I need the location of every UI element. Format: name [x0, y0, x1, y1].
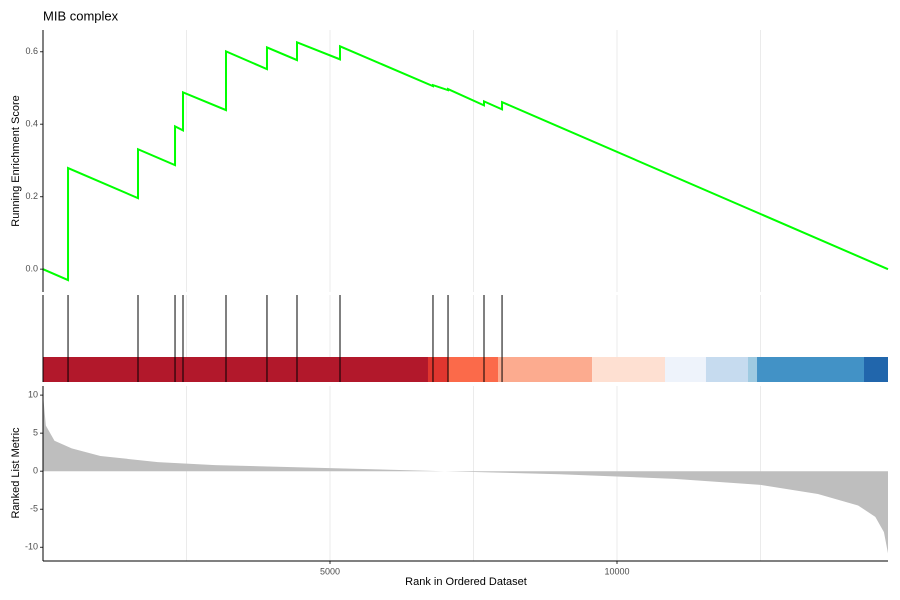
- y-tick-label: 0.4: [25, 119, 38, 129]
- rank-band: [757, 357, 865, 382]
- x-tick-label: 5000: [320, 566, 340, 576]
- chart-title: MIB complex: [43, 8, 119, 23]
- y-tick-label: 0.6: [25, 46, 38, 56]
- y-axis-label: Running Enrichment Score: [10, 95, 22, 226]
- rank-band: [747, 357, 758, 382]
- y-tick-label: 0.0: [25, 264, 38, 274]
- rank-band: [43, 357, 428, 382]
- y-tick-label: -5: [30, 504, 38, 514]
- metric-area: [43, 395, 888, 554]
- x-tick-label: 10000: [604, 566, 629, 576]
- y-tick-label: -10: [25, 542, 38, 552]
- rank-band: [664, 357, 706, 382]
- running-score-line: [42, 40, 889, 282]
- y-axis-label: Ranked List Metric: [10, 427, 22, 519]
- rank-band: [705, 357, 748, 382]
- x-axis-label: Rank in Ordered Dataset: [405, 576, 527, 588]
- rank-band: [864, 357, 888, 382]
- rank-band: [592, 357, 665, 382]
- y-tick-label: 5: [33, 428, 38, 438]
- y-tick-label: 0.2: [25, 191, 38, 201]
- y-tick-label: 0: [33, 466, 38, 476]
- rank-band: [427, 357, 449, 382]
- rank-band: [448, 357, 499, 382]
- rank-band: [498, 357, 593, 382]
- y-tick-label: 10: [28, 390, 38, 400]
